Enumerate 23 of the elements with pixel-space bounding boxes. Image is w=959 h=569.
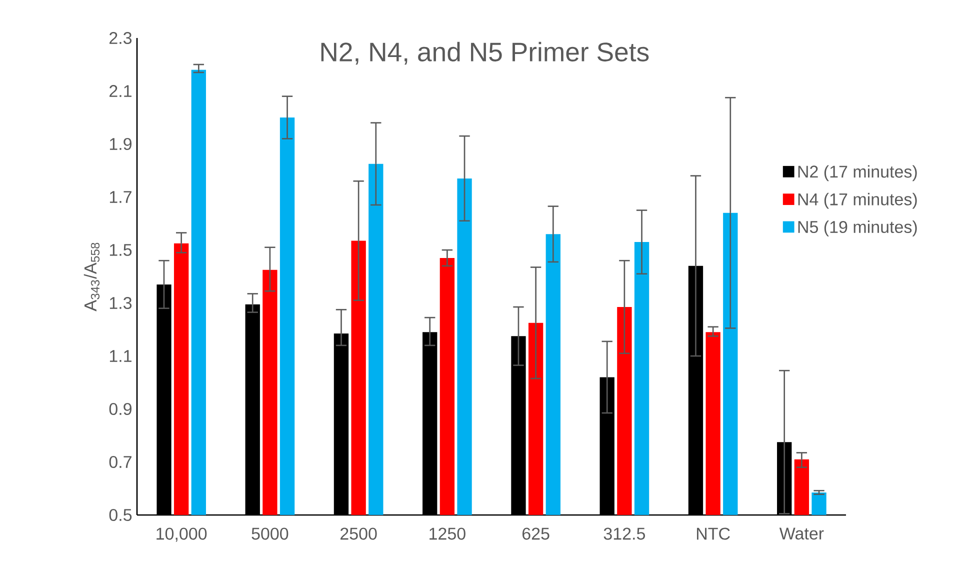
legend-label: N4 (17 minutes): [798, 192, 917, 209]
x-tick-label: 5000: [252, 528, 288, 540]
y-tick-label: 0.9: [109, 402, 132, 416]
y-tick-label: 0.7: [109, 456, 132, 468]
y-tick-label: 0.5: [109, 508, 132, 522]
y-tick-label: 2.1: [110, 85, 132, 97]
x-tick-label: 1250: [430, 528, 466, 540]
x-tick-label: 2500: [340, 528, 377, 540]
y-tick-label: 1.1: [110, 350, 132, 362]
x-tick-label: 312.5: [604, 528, 645, 540]
y-tick-label: 1.9: [110, 138, 132, 150]
y-tick-label: 1.7: [110, 191, 132, 203]
legend-label: N5 (19 minutes): [798, 220, 917, 236]
x-tick-label: 10,000: [156, 528, 207, 542]
x-tick-label: NTC: [696, 528, 730, 540]
chart-title: N2, N4, and N5 Primer Sets: [321, 42, 649, 65]
x-tick-label: 625: [522, 528, 550, 540]
y-tick-label: 1.3: [110, 296, 132, 310]
y-axis-title: A$_{343}$/A$_{558}$: [84, 242, 100, 312]
y-tick-label: 1.5: [110, 244, 132, 256]
legend-label: N2 (17 minutes): [798, 165, 917, 182]
x-tick-label: Water: [779, 528, 824, 540]
y-tick-label: 2.3: [110, 32, 132, 44]
